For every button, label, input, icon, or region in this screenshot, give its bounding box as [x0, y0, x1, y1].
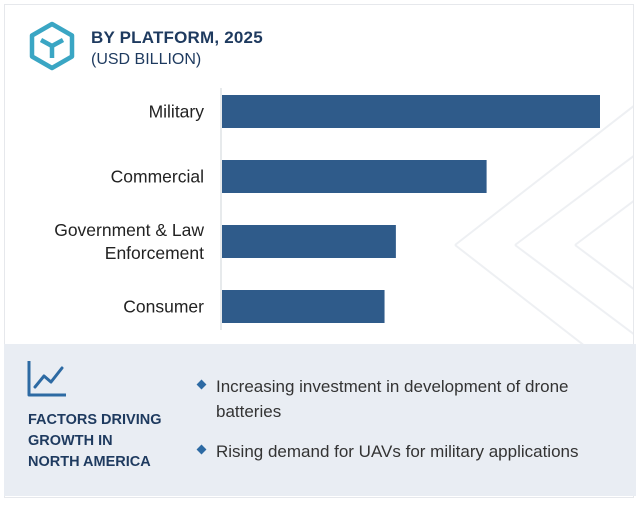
cube-logo-icon	[29, 21, 75, 71]
bar-military	[222, 95, 600, 128]
chart-subtitle: (USD BILLION)	[91, 51, 202, 68]
factors-list: Increasing investment in development of …	[196, 374, 626, 479]
bar-consumer	[222, 290, 385, 323]
diamond-bullet-icon	[196, 444, 207, 455]
bar-chart: Military Commercial Government & Law Enforc…	[54, 88, 600, 330]
category-label: Consumer	[123, 297, 204, 317]
category-label-line: Enforcement	[105, 243, 204, 263]
category-label-line: Commercial	[111, 167, 204, 187]
factor-item-text: Rising demand for UAVs for military appl…	[216, 442, 579, 461]
factors-title-line: FACTORS DRIVING	[28, 412, 162, 428]
factors-title-line: GROWTH IN	[28, 433, 113, 449]
header-text: BY PLATFORM, 2025 (USD BILLION)	[91, 21, 263, 69]
factor-item-text: Increasing investment in development of …	[216, 377, 569, 421]
factors-title-line: NORTH AMERICA	[28, 454, 151, 470]
category-label: Government & Law Enforcement	[54, 220, 204, 263]
bar-government-law-enforcement	[222, 225, 396, 258]
trend-line-icon	[27, 361, 66, 397]
bars-group	[222, 95, 600, 323]
category-labels-group: Military Commercial Government & Law Enforc…	[54, 102, 204, 317]
factors-title: FACTORS DRIVING GROWTH IN NORTH AMERICA	[28, 410, 188, 473]
factors-panel: FACTORS DRIVING GROWTH IN NORTH AMERICA …	[4, 344, 636, 496]
factor-item: Increasing investment in development of …	[196, 374, 626, 424]
category-label-line: Government & Law	[54, 220, 204, 240]
factor-item: Rising demand for UAVs for military appl…	[196, 439, 626, 464]
category-label-line: Consumer	[123, 297, 204, 317]
bar-commercial	[222, 160, 487, 193]
chart-header: BY PLATFORM, 2025 (USD BILLION)	[27, 21, 263, 71]
category-label-line: Military	[149, 102, 205, 122]
category-label: Military	[149, 102, 205, 122]
category-label: Commercial	[111, 167, 204, 187]
diamond-bullet-icon	[196, 379, 207, 390]
chart-title: BY PLATFORM, 2025	[91, 28, 263, 47]
